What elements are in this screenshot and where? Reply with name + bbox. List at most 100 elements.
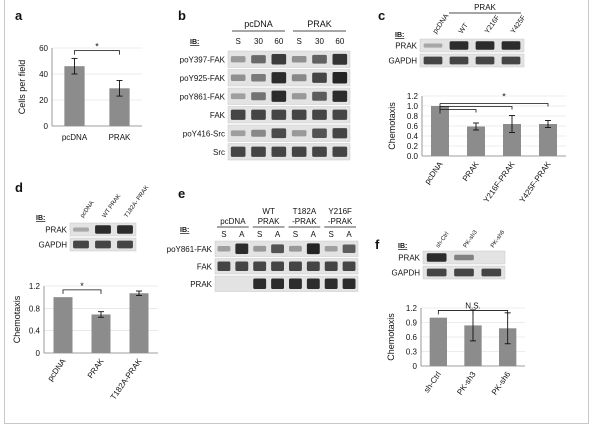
panel-a-ytick-label: 0 bbox=[44, 122, 49, 131]
panel-a-bar-1 bbox=[109, 88, 130, 126]
panel-e-lane-label: S bbox=[257, 230, 262, 239]
panel-e-band bbox=[289, 278, 302, 289]
panel-b-band bbox=[291, 74, 307, 82]
panel-b-lane-label: 60 bbox=[335, 37, 344, 46]
panel-d-significance-label: * bbox=[80, 281, 84, 291]
panel-f-category-label: PK-sh3 bbox=[455, 370, 478, 397]
panel-c-bar-3 bbox=[539, 124, 557, 156]
panel-d-ytick-label: 0.8 bbox=[29, 304, 41, 313]
panel-b-band bbox=[332, 128, 348, 139]
panel-b-band bbox=[230, 130, 246, 137]
panel-b-band bbox=[230, 109, 246, 120]
panel-c-ytick-label: 0.6 bbox=[407, 122, 419, 131]
panel-e-blot-strip bbox=[214, 275, 359, 292]
panel-f-bar-0 bbox=[429, 317, 447, 366]
panel-b-band bbox=[230, 56, 246, 63]
panel-c-category-label: pcDNA bbox=[423, 159, 445, 185]
panel-e-band bbox=[271, 261, 284, 271]
panel-e-lane-label: S bbox=[329, 230, 334, 239]
panel-e-group-label: pcDNA bbox=[220, 217, 246, 226]
panel-e-letter: e bbox=[178, 186, 185, 201]
panel-e-group-label: WT bbox=[262, 207, 275, 216]
panel-e-band bbox=[342, 244, 356, 253]
panel-a-category-label: pcDNA bbox=[62, 133, 88, 142]
panel-e-band bbox=[306, 278, 320, 289]
panel-f-band bbox=[426, 253, 447, 262]
panel-b-band bbox=[312, 72, 327, 83]
panel-b-letter: b bbox=[178, 8, 186, 23]
panel-b-band bbox=[291, 109, 307, 120]
panel-c-category-label: Y216F-PRAK bbox=[482, 159, 517, 204]
panel-f-band bbox=[454, 268, 474, 277]
panel-d-category-label: PRAK bbox=[86, 356, 106, 380]
panel-e-lane-label: A bbox=[311, 230, 317, 239]
panel-e-band bbox=[217, 261, 231, 271]
panel-b-band bbox=[271, 53, 287, 65]
panel-d-lane-label: WT PRAK bbox=[102, 193, 123, 219]
panel-e-band bbox=[253, 278, 267, 289]
panel-c-category-label: Y425F-PRAK bbox=[518, 159, 553, 204]
panel-e-band bbox=[324, 278, 338, 289]
panel-b-band bbox=[251, 146, 266, 157]
panel-c-lane-label: pcDNA bbox=[432, 13, 451, 35]
panel-d-y-axis-label: Chemotaxis bbox=[12, 295, 22, 343]
panel-e-lane-label: S bbox=[293, 230, 298, 239]
panel-a-y-axis-label: Cells per field bbox=[17, 60, 27, 115]
panel-d-blot: PRAK GAPDH bbox=[39, 222, 137, 252]
panel-d-category-label: pcDNA bbox=[46, 356, 68, 382]
panel-b-blot: poY397-FAK poY925-FAK poY861-FAK FAK poY416-… bbox=[180, 50, 351, 161]
panel-e-group-label: -PRAK bbox=[328, 217, 353, 226]
panel-c-blot-strip bbox=[419, 53, 525, 68]
panel-e-band bbox=[271, 244, 284, 254]
panel-c-row-label: PRAK bbox=[395, 42, 417, 51]
panel-b-band bbox=[230, 74, 246, 82]
panel-b-band bbox=[332, 90, 348, 102]
panel-d-band bbox=[117, 240, 133, 249]
panel-b-band bbox=[312, 54, 327, 64]
panel-e-row-label: FAK bbox=[197, 262, 213, 271]
panel-c-band bbox=[475, 56, 495, 65]
panel-d-category-label: T182A-PRAK bbox=[109, 356, 144, 401]
panel-c-lane-label: Y425F bbox=[510, 14, 528, 35]
panel-c-ib-label: IB: bbox=[395, 32, 404, 39]
panel-f-band bbox=[481, 268, 502, 277]
panel-f-lane-label: PK-sh3 bbox=[463, 229, 480, 249]
panel-d-row-label: PRAK bbox=[45, 226, 67, 235]
panel-c-ytick-label: 0.2 bbox=[407, 142, 419, 151]
panel-f-ytick-label: 1.2 bbox=[406, 304, 418, 313]
panel-f-band bbox=[454, 254, 474, 261]
panel-c-band bbox=[449, 41, 469, 50]
panel-c-group-label: PRAK bbox=[474, 3, 496, 12]
panel-e-band bbox=[271, 278, 284, 289]
panel-d-band bbox=[73, 240, 89, 249]
panel-c-band bbox=[423, 43, 443, 48]
panel-b-band bbox=[291, 93, 307, 100]
panel-a-significance-bracket bbox=[74, 50, 120, 55]
panel-f-ytick-label: 0.3 bbox=[406, 348, 418, 357]
panel-b-blot-strip bbox=[227, 69, 351, 87]
panel-d-significance-bracket bbox=[62, 289, 102, 294]
panel-b-band bbox=[251, 129, 266, 137]
panel-a-ytick-label: 20 bbox=[39, 96, 48, 105]
panel-d-ytick-label: 1.2 bbox=[29, 282, 41, 291]
panel-f-ytick-label: 0 bbox=[413, 362, 418, 371]
panel-b-band bbox=[291, 55, 307, 63]
panel-d-ytick-label: 0.4 bbox=[29, 327, 41, 336]
panel-f-row-label: PRAK bbox=[398, 254, 420, 263]
panel-e-band bbox=[253, 261, 267, 271]
panel-b-group-label: PRAK bbox=[307, 19, 332, 29]
panel-e-band bbox=[235, 243, 249, 254]
panel-c-band bbox=[423, 56, 443, 65]
panel-f-ytick-label: 0.9 bbox=[406, 319, 418, 328]
panel-b-lane-label: S bbox=[235, 37, 240, 46]
panel-c-y-axis-label: Chemotaxis bbox=[387, 102, 397, 150]
panel-b-band bbox=[332, 53, 348, 65]
panel-a-significance-label: * bbox=[95, 42, 99, 52]
panel-d-lane-label: T182A- PRAK bbox=[124, 185, 151, 219]
panel-b-band bbox=[291, 130, 307, 137]
panel-c-bar-0 bbox=[431, 106, 449, 156]
panel-a-chart: 0 20 40 60 Cells per field pcDNA PRAK * bbox=[17, 42, 142, 142]
panel-b-band bbox=[312, 109, 327, 120]
panel-b-band bbox=[291, 146, 307, 157]
panel-b-band bbox=[271, 109, 287, 120]
